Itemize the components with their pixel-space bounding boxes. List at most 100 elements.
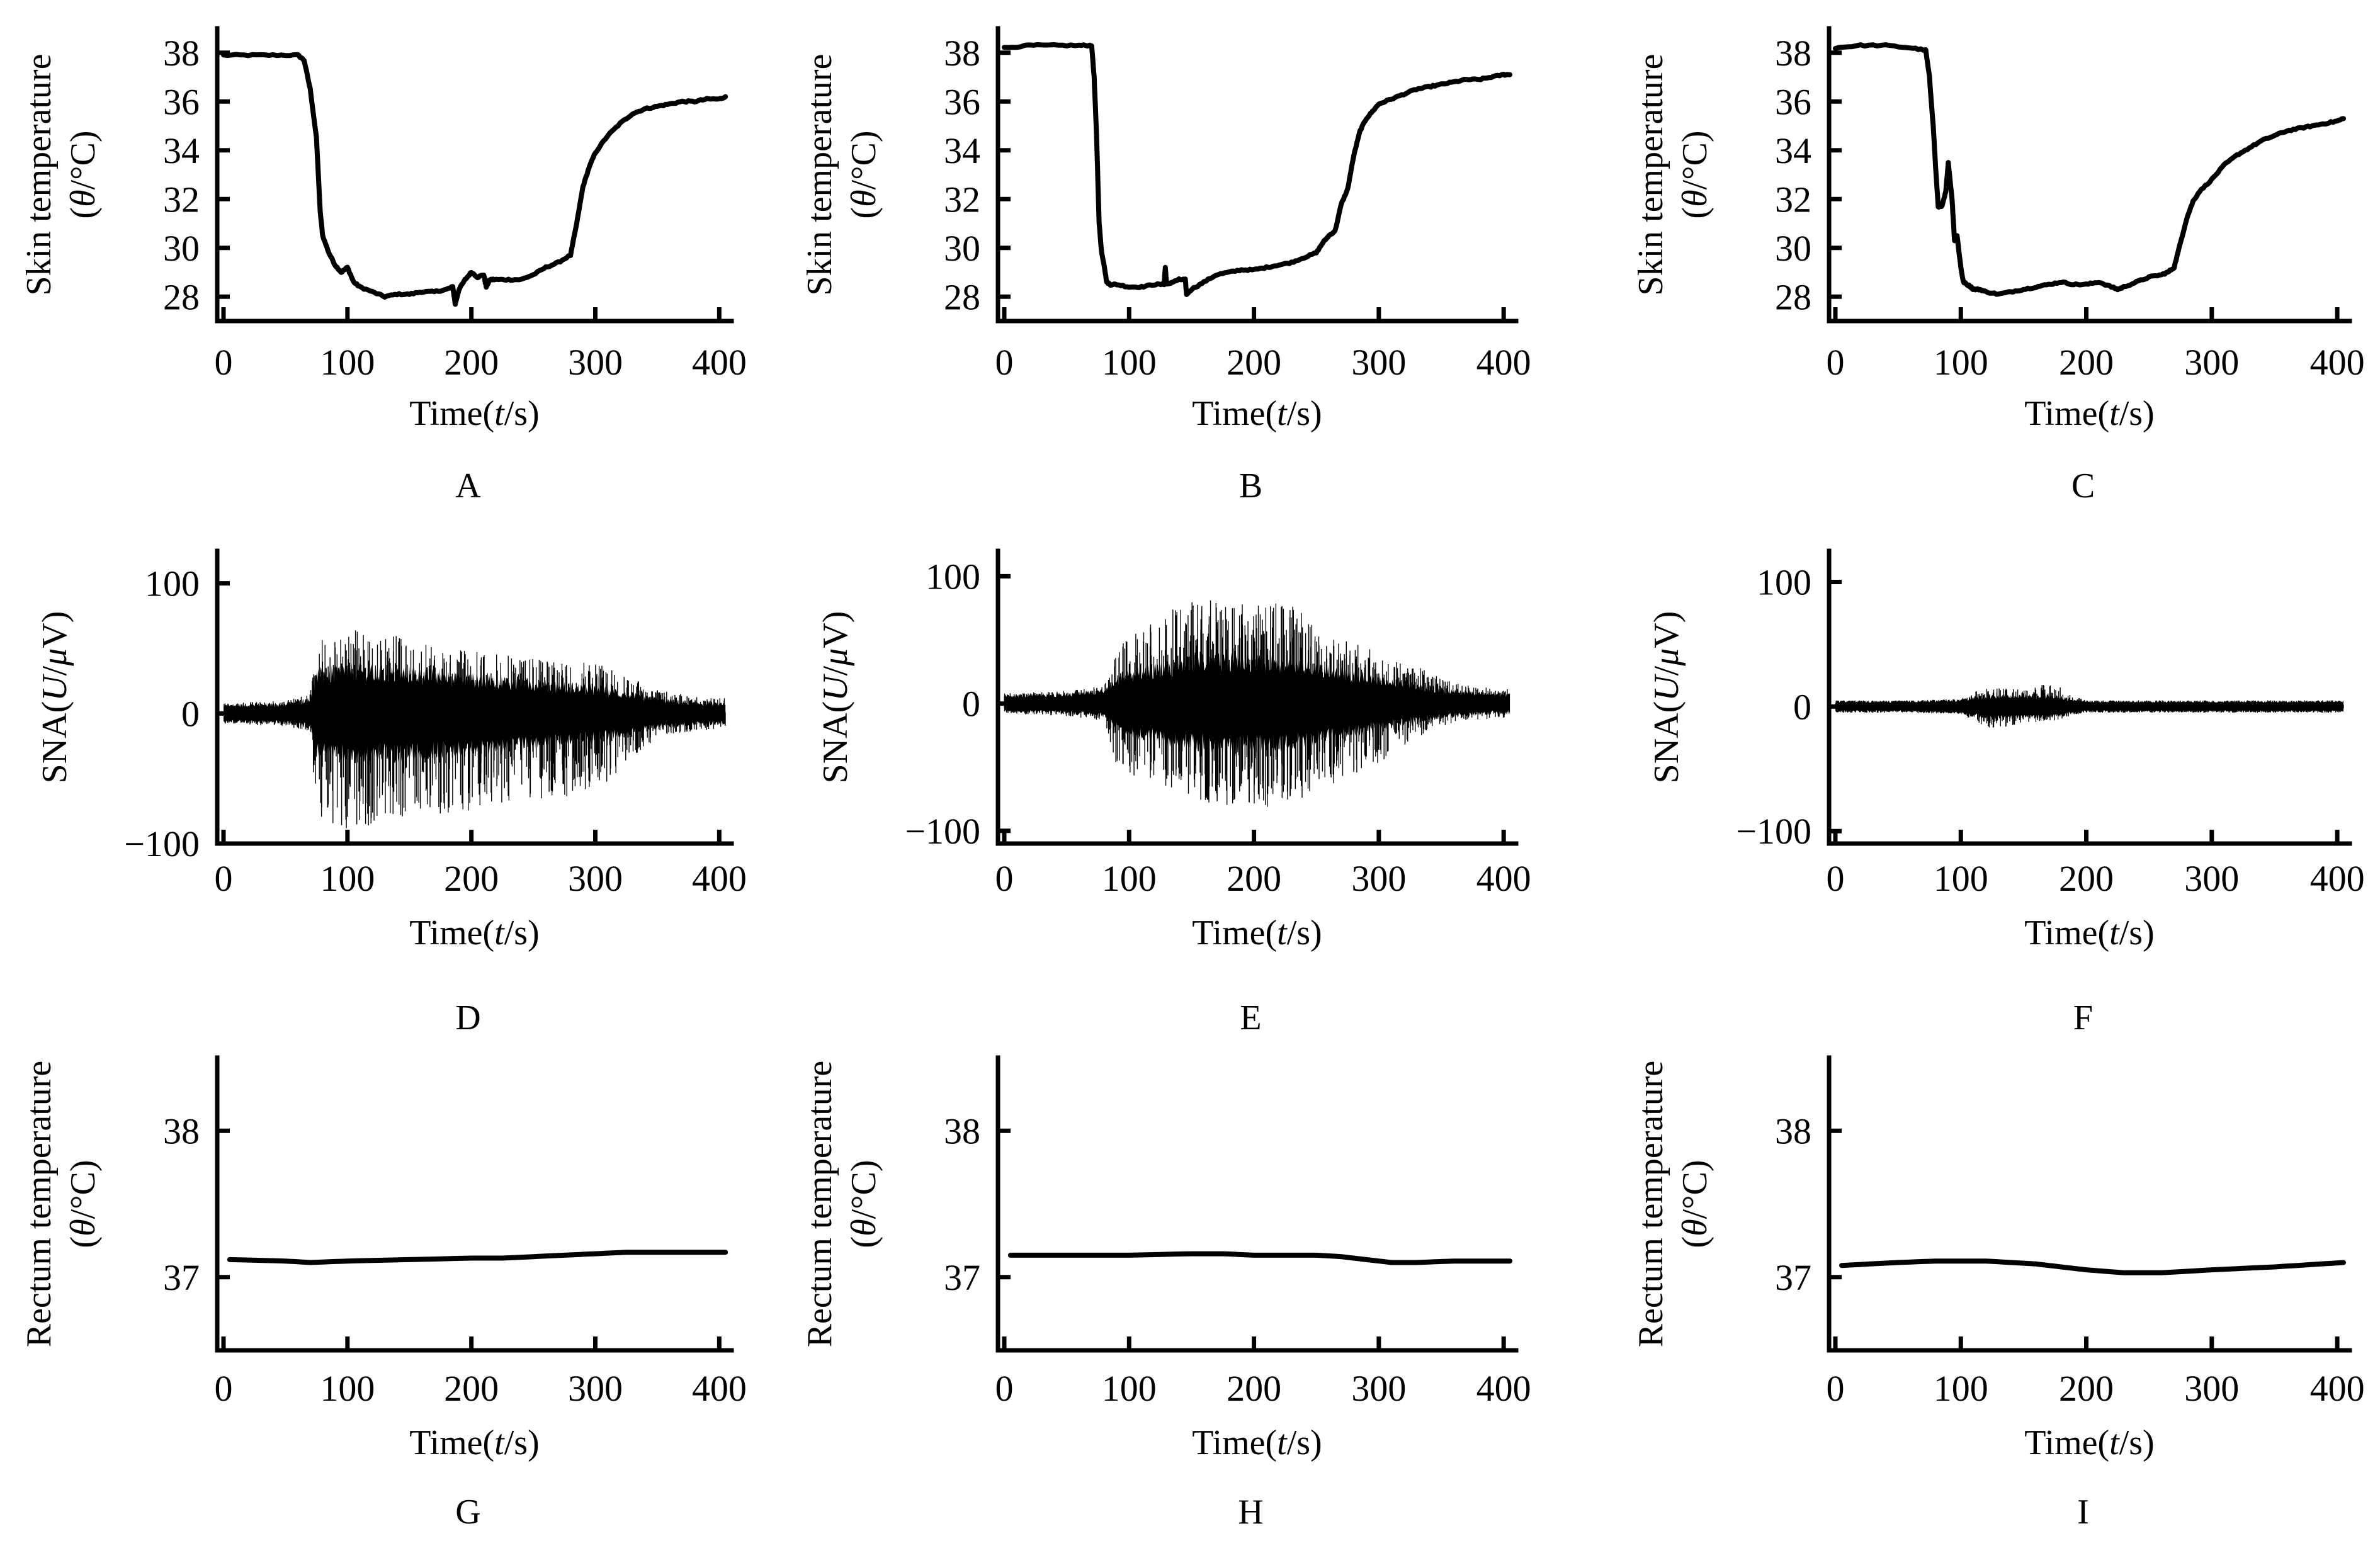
y-tick-label: 38 [163, 1110, 200, 1151]
panel-label: C [2071, 466, 2095, 506]
x-tick-label: 400 [2310, 1368, 2365, 1409]
x-tick-label: 200 [444, 1368, 499, 1409]
x-tick-label: 300 [568, 1368, 623, 1409]
x-tick-label: 300 [1351, 1368, 1406, 1409]
x-tick-label: 300 [1351, 342, 1406, 383]
panel-H: 0 100 200 300 400 37 38 Time(t/s) Rectum tempera… [800, 1055, 1531, 1532]
panel-C: 0 100 200 300 400 28 30 32 34 36 38 Time(t/s) Skin t… [1631, 26, 2365, 506]
x-tick-label: 100 [320, 858, 375, 899]
y-axis-title: Rectum temperature [1631, 1061, 1670, 1348]
panel-label: G [455, 1493, 480, 1532]
x-tick-label: 400 [692, 858, 747, 899]
series-line-H [1007, 1251, 1513, 1265]
panel-A: 0 100 200 300 400 28 30 32 34 36 38 Time(t/s) Skin t… [20, 26, 747, 506]
x-axis-title: Time(t/s) [2024, 394, 2154, 433]
x-tick-label: 0 [995, 1368, 1014, 1409]
x-tick-label: 400 [1476, 858, 1531, 899]
series-line-C [1833, 42, 2346, 297]
x-tick-label: 400 [692, 342, 747, 383]
y-tick-label: 100 [926, 556, 980, 597]
panel-B: 0 100 200 300 400 28 30 32 34 36 38 Time(t/s) Skin t… [800, 26, 1531, 506]
panel-label: E [1240, 998, 1261, 1037]
sna-spikes-E [1004, 600, 1510, 807]
x-axis-title: Time(t/s) [1192, 394, 1322, 433]
x-tick-label: 400 [692, 1368, 747, 1409]
y-tick-label: 32 [163, 179, 200, 220]
x-tick-label: 0 [1827, 342, 1845, 383]
x-axis-title: Time(t/s) [2024, 1423, 2154, 1462]
sna-spikes-D [224, 630, 726, 828]
panel-label: I [2077, 1493, 2089, 1532]
y-axis-unit: (θ/°C) [64, 130, 103, 218]
panel-label: D [455, 998, 480, 1037]
y-tick-label: 0 [181, 693, 200, 734]
y-tick-label: 30 [1775, 228, 1811, 269]
y-tick-label: 38 [1775, 1110, 1811, 1151]
series-line-I [1839, 1258, 2346, 1275]
y-tick-label: 30 [163, 228, 200, 269]
y-axis-title: Rectum temperature [800, 1061, 839, 1348]
panel-I: 0 100 200 300 400 37 38 Time(t/s) Rectum tempera… [1631, 1055, 2365, 1532]
x-tick-label: 100 [1934, 342, 1988, 383]
x-tick-label: 100 [320, 342, 375, 383]
x-tick-label: 300 [2184, 342, 2239, 383]
panel-D: 0 100 200 300 400 −100 0 100 Time(t/s) SNA(U/μV) D [35, 548, 747, 1037]
x-tick-label: 0 [215, 1368, 233, 1409]
x-tick-label: 0 [1827, 1368, 1845, 1409]
series-line-B [1002, 42, 1513, 297]
y-tick-label: 28 [1775, 276, 1811, 317]
y-tick-label: 30 [944, 228, 980, 269]
series-line-A [221, 52, 728, 307]
y-tick-label: 37 [944, 1257, 980, 1298]
panel-G: 0 100 200 300 400 37 38 Time(t/s) Rectum tempera… [20, 1055, 747, 1532]
x-tick-label: 200 [444, 858, 499, 899]
x-axis-title: Time(t/s) [1192, 913, 1322, 952]
y-axis-unit: (θ/°C) [64, 1160, 103, 1248]
x-tick-label: 300 [2184, 858, 2239, 899]
y-tick-label: 34 [944, 130, 980, 171]
x-tick-label: 400 [2310, 342, 2365, 383]
x-tick-label: 400 [1476, 1368, 1531, 1409]
y-tick-label: 38 [1775, 33, 1811, 74]
y-axis-unit: (θ/°C) [1675, 130, 1714, 218]
series-line-G [227, 1250, 728, 1265]
x-tick-label: 200 [1227, 342, 1281, 383]
x-tick-label: 0 [215, 858, 233, 899]
x-axis-title: Time(t/s) [409, 913, 539, 952]
x-tick-label: 200 [444, 342, 499, 383]
x-tick-label: 100 [1102, 1368, 1157, 1409]
y-tick-label: 36 [944, 81, 980, 122]
x-tick-label: 100 [1934, 858, 1988, 899]
x-tick-label: 400 [1476, 342, 1531, 383]
x-tick-label: 300 [568, 858, 623, 899]
x-axis-title: Time(t/s) [409, 1423, 539, 1462]
panel-label: A [455, 466, 481, 506]
x-tick-label: 100 [1102, 858, 1157, 899]
y-tick-label: 28 [944, 276, 980, 317]
y-axis-unit: (θ/°C) [844, 1160, 883, 1248]
x-tick-label: 200 [1227, 1368, 1281, 1409]
x-tick-label: 0 [215, 342, 233, 383]
y-axis-title: Skin temperature [800, 54, 839, 295]
y-tick-label: 38 [163, 33, 200, 74]
x-tick-label: 300 [568, 342, 623, 383]
y-tick-label: 32 [1775, 179, 1811, 220]
y-tick-label: 32 [944, 179, 980, 220]
x-tick-label: 200 [2059, 858, 2114, 899]
y-tick-label: 34 [1775, 130, 1811, 171]
x-tick-label: 200 [2059, 1368, 2114, 1409]
y-tick-label: 38 [944, 1110, 980, 1151]
y-tick-label: 34 [163, 130, 200, 171]
x-tick-label: 100 [1934, 1368, 1988, 1409]
panel-F: 0 100 200 300 400 −100 0 100 Time(t/s) SNA(U/μV) F [1647, 548, 2365, 1037]
panel-E: 0 100 200 300 400 −100 0 100 Time(t/s) SNA(U/μV) E [816, 548, 1531, 1037]
x-axis-title: Time(t/s) [1192, 1423, 1322, 1462]
x-tick-label: 100 [1102, 342, 1157, 383]
y-axis-title: SNA(U/μV) [35, 611, 74, 784]
y-tick-label: 100 [1757, 562, 1811, 602]
x-axis-title: Time(t/s) [2024, 913, 2154, 952]
panel-label: B [1239, 466, 1262, 506]
y-axis-title: Skin temperature [1631, 54, 1670, 295]
y-tick-label: 37 [163, 1257, 200, 1298]
